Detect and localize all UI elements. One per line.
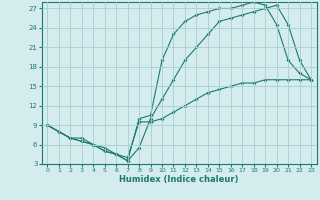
X-axis label: Humidex (Indice chaleur): Humidex (Indice chaleur)	[119, 175, 239, 184]
